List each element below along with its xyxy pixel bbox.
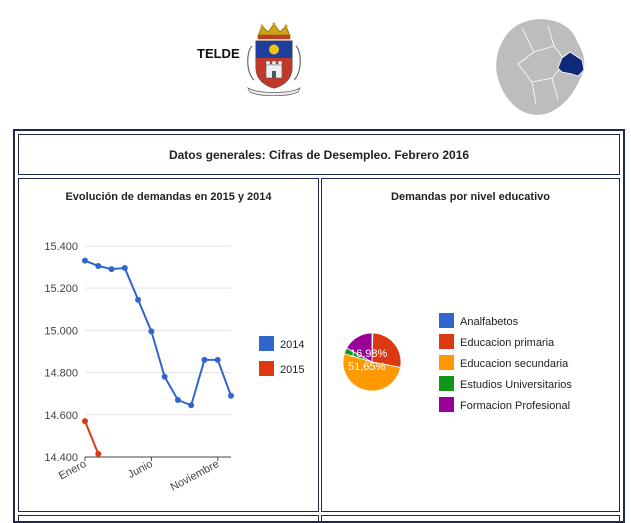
legend-swatch (439, 334, 454, 349)
y-tick-label: 15.000 (44, 325, 78, 337)
pie-chart: Analfabetos Educacion primaria Educacion s… (342, 313, 572, 412)
series-line-2015 (84, 420, 100, 455)
municipio-name: TELDE (197, 46, 240, 61)
data-point-2015[interactable] (95, 450, 102, 457)
y-tick-label: 15.400 (44, 241, 78, 253)
data-point-2014[interactable] (201, 356, 208, 363)
data-point-2014[interactable] (148, 328, 155, 335)
y-tick-label: 15.200 (44, 283, 78, 295)
legend-swatch-2014 (259, 336, 274, 351)
legend-label: Estudios Universitarios (460, 379, 572, 391)
legend-label: Educacion primaria (460, 337, 555, 349)
pie-slice[interactable] (371, 332, 402, 368)
header: TELDE (0, 0, 631, 128)
island-map-icon (495, 17, 586, 117)
line-chart-panel: Evolución de demandas en 2015 y 2014 14.… (18, 178, 319, 512)
next-panel-left (18, 515, 319, 523)
next-panel-right (321, 515, 620, 523)
legend-label: Educacion secundaria (460, 358, 569, 370)
data-point-2014[interactable] (174, 397, 181, 403)
legend-label-2015: 2015 (280, 364, 304, 376)
legend-swatch-2015 (259, 361, 274, 376)
page-title-box: Datos generales: Cifras de Desempleo. Fe… (18, 134, 620, 175)
line-chart: 14.40014.60014.80015.00015.20015.400Ener… (44, 241, 304, 494)
pie-slice[interactable] (342, 353, 401, 392)
series-line-2014 (84, 259, 232, 407)
data-point-2014[interactable] (188, 402, 195, 409)
x-tick-label: Junio (126, 458, 155, 481)
legend-swatch (439, 397, 454, 412)
legend-swatch (439, 355, 454, 370)
legend-swatch (439, 313, 454, 328)
data-point-2014[interactable] (121, 265, 128, 272)
data-point-2015[interactable] (82, 418, 88, 425)
data-point-2014[interactable] (135, 296, 142, 303)
data-point-2014[interactable] (108, 266, 115, 273)
coat-of-arms-icon (247, 22, 301, 96)
data-frame: Datos generales: Cifras de Desempleo. Fe… (13, 129, 625, 523)
data-point-2014[interactable] (82, 257, 88, 264)
pie-slice-label: 16,98% (350, 348, 388, 360)
legend-label-2014: 2014 (280, 339, 304, 351)
pie-chart-title: Demandas por nivel educativo (391, 191, 550, 203)
legend-label: Formacion Profesional (460, 400, 570, 412)
legend-swatch (439, 376, 454, 391)
data-point-2014[interactable] (95, 262, 102, 269)
page-title: Datos generales: Cifras de Desempleo. Fe… (168, 147, 470, 162)
legend-label: Analfabetos (460, 316, 519, 328)
data-point-2014[interactable] (228, 392, 234, 399)
y-tick-label: 14.800 (44, 368, 78, 380)
data-point-2014[interactable] (214, 356, 221, 363)
pie-slice[interactable] (346, 332, 373, 363)
pie-chart-panel: Demandas por nivel educativo Analfabetos… (321, 178, 620, 512)
y-tick-label: 14.600 (44, 410, 78, 422)
x-tick-label: Noviembre (169, 458, 222, 494)
pie-slice-label: 51,65% (348, 361, 386, 373)
line-chart-title: Evolución de demandas en 2015 y 2014 (65, 191, 272, 203)
data-point-2014[interactable] (161, 373, 168, 380)
y-tick-label: 14.400 (44, 452, 78, 464)
